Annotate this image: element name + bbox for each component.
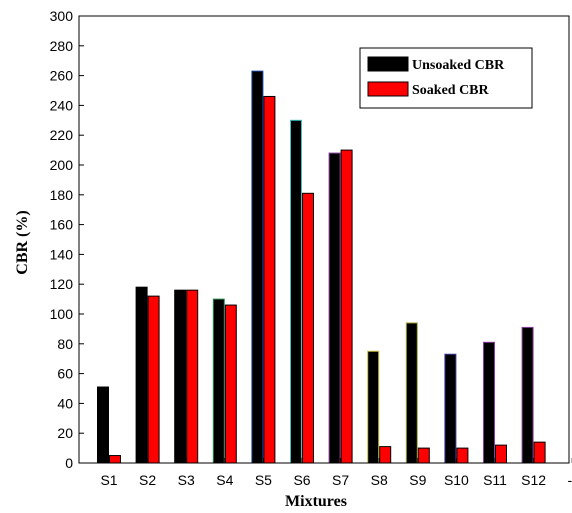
y-tick-label: 100: [50, 306, 74, 322]
bar-unsoaked-s2: [135, 286, 148, 464]
bar-soaked-s5: [263, 95, 276, 464]
bar-unsoaked-s4: [212, 298, 225, 464]
bar-soaked-s8: [379, 446, 392, 464]
bar-unsoaked-s8: [367, 350, 380, 464]
bar-soaked-s7: [340, 149, 353, 464]
bar-soaked-s4: [224, 304, 237, 464]
bar-soaked-s3: [186, 289, 199, 464]
bar-soaked-s10: [456, 447, 469, 464]
bar-unsoaked-s10: [444, 353, 457, 464]
x-tick-label: S1: [100, 472, 117, 488]
x-tick-label: S3: [178, 472, 195, 488]
bar-soaked-s9: [417, 447, 430, 464]
y-tick-label: 60: [57, 366, 73, 382]
bar-unsoaked-s9: [405, 322, 418, 464]
bar-soaked-s11: [495, 444, 507, 464]
bar-unsoaked-s5: [251, 70, 264, 464]
bar-unsoaked-s1: [97, 386, 109, 464]
y-axis-ticks: 0 20 40 60 80 100 120 140 160 180 200 220 240 260 280 3…: [50, 8, 84, 471]
y-tick-label: 20: [57, 425, 73, 441]
x-tick-label: S6: [293, 472, 310, 488]
bar-unsoaked-s6: [290, 119, 302, 464]
legend-label-soaked: Soaked CBR: [412, 83, 490, 98]
y-tick-label: 120: [50, 276, 74, 292]
y-tick-label: 200: [50, 157, 74, 173]
x-tick-label: S5: [255, 472, 272, 488]
x-tick-label: S11: [483, 472, 507, 488]
y-tick-label: 140: [50, 246, 74, 262]
bar-unsoaked-s12: [521, 326, 534, 464]
bar-unsoaked-s7: [328, 152, 341, 464]
y-tick-label: 240: [50, 97, 74, 113]
legend-swatch-unsoaked: [367, 56, 409, 72]
x-axis-ticks: S1 S2 S3 S4 S5 S6 S7 S8 S9 S10 S11 S12 --: [100, 458, 572, 488]
legend-swatch-soaked: [367, 81, 409, 97]
bar-soaked-s6: [302, 192, 314, 464]
bar-unsoaked-s11: [483, 341, 495, 464]
x-tick-label: S12: [521, 472, 546, 488]
y-tick-label: 300: [50, 8, 74, 24]
legend-label-unsoaked: Unsoaked CBR: [412, 58, 505, 73]
bar-soaked-s2: [147, 295, 160, 464]
x-tick-label: S4: [216, 472, 233, 488]
y-tick-label: 220: [50, 127, 74, 143]
y-tick-label: 80: [57, 336, 73, 352]
plot-frame: [78, 15, 570, 464]
legend: Unsoaked CBR Soaked CBR: [359, 47, 533, 109]
y-tick-label: 40: [57, 395, 73, 411]
x-tick-label: --: [568, 472, 572, 488]
y-tick-label: 160: [50, 217, 74, 233]
y-tick-label: 280: [50, 38, 74, 54]
x-axis-title: Mixtures: [285, 493, 347, 510]
y-axis-title: CBR (%): [14, 210, 31, 274]
bar-unsoaked-s3: [174, 289, 187, 464]
bars-layer: [97, 70, 546, 464]
x-tick-label: S9: [409, 472, 426, 488]
x-tick-label: S2: [139, 472, 156, 488]
bar-soaked-s12: [533, 441, 546, 464]
x-tick-label: S8: [371, 472, 388, 488]
y-tick-label: 260: [50, 68, 74, 84]
bar-soaked-s1: [109, 455, 121, 464]
x-tick-label: S10: [444, 472, 469, 488]
y-tick-label: 0: [65, 455, 73, 471]
x-tick-label: S7: [332, 472, 349, 488]
y-tick-label: 180: [50, 187, 74, 203]
